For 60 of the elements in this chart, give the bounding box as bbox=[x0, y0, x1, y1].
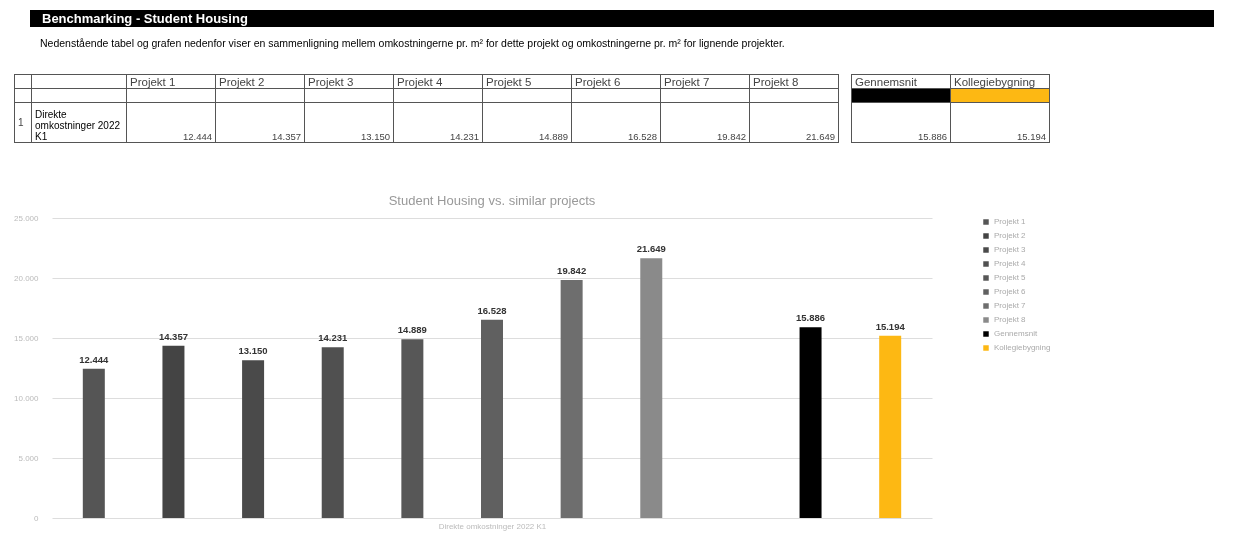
bar bbox=[162, 345, 185, 518]
bar bbox=[879, 335, 902, 518]
text: Nedenstående tabel og grafen nedenfor viser en sammenligning mellem omkostningerne pr. m² for dette projekt og omkostningerne pr. m² for lignende projekter. bbox=[40, 37, 786, 49]
chart-title: Student Housing vs. similar projects bbox=[388, 193, 596, 208]
text: Benchmarking - Student Housing bbox=[30, 10, 1214, 27]
text: Projekt 5 bbox=[486, 75, 532, 88]
text: Projekt 4 bbox=[397, 75, 443, 88]
data-label: 15.886 bbox=[796, 312, 826, 324]
text: 21.649 bbox=[805, 131, 835, 142]
text: 1 bbox=[14, 102, 32, 143]
data-label: 14.889 bbox=[397, 324, 427, 336]
text: Direkte omkostninger 2022 K1 bbox=[35, 109, 121, 142]
y-tick-label: 15.000 bbox=[14, 333, 40, 343]
y-tick-label: 5.000 bbox=[18, 453, 40, 463]
text: 19.842 bbox=[716, 131, 746, 142]
text: 14.889 bbox=[538, 131, 568, 142]
legend-label: Projekt 6 bbox=[994, 287, 1027, 296]
text: Kollegiebygning bbox=[954, 75, 1036, 88]
data-label: 16.528 bbox=[477, 304, 507, 316]
text: Projekt 2 bbox=[219, 75, 265, 88]
text: Projekt 7 bbox=[664, 75, 710, 88]
text: 16.528 bbox=[627, 131, 657, 142]
data-label: 15.194 bbox=[875, 320, 906, 332]
data-label: 21.649 bbox=[636, 243, 666, 255]
legend-label: Gennemsnit bbox=[994, 329, 1038, 338]
text: 15.194 bbox=[1016, 131, 1046, 142]
data-label: 13.150 bbox=[238, 345, 268, 357]
text: 14.231 bbox=[449, 131, 479, 142]
text: Projekt 3 bbox=[308, 75, 354, 88]
data-label: 12.444 bbox=[79, 353, 110, 365]
text: 13.150 bbox=[360, 131, 390, 142]
text: Projekt 1 bbox=[130, 75, 176, 88]
data-label: 14.357 bbox=[158, 330, 188, 342]
legend-label: Projekt 1 bbox=[994, 217, 1027, 226]
text: Gennemsnit bbox=[855, 75, 918, 88]
text: 14.357 bbox=[271, 131, 301, 142]
text: Projekt 6 bbox=[575, 75, 621, 88]
x-axis-title: Direkte omkostninger 2022 K1 bbox=[438, 521, 547, 531]
legend-label: Projekt 3 bbox=[994, 245, 1027, 254]
bar bbox=[242, 360, 265, 518]
bar bbox=[401, 339, 424, 518]
legend-label: Projekt 5 bbox=[994, 273, 1027, 282]
data-label: 19.842 bbox=[557, 264, 587, 276]
legend-label: Projekt 7 bbox=[994, 301, 1027, 310]
bar bbox=[640, 258, 663, 518]
bar bbox=[799, 327, 822, 518]
bar bbox=[82, 368, 105, 518]
bar bbox=[560, 279, 583, 518]
y-tick-label: 25.000 bbox=[14, 213, 40, 223]
text: 15.886 bbox=[917, 131, 947, 142]
data-label: 14.231 bbox=[318, 332, 348, 344]
legend-label: Projekt 4 bbox=[994, 259, 1027, 268]
legend-label: Projekt 8 bbox=[994, 315, 1027, 324]
y-tick-label: 10.000 bbox=[14, 393, 40, 403]
bar bbox=[481, 319, 503, 518]
legend-label: Projekt 2 bbox=[994, 231, 1027, 240]
text: 12.444 bbox=[182, 131, 212, 142]
bar bbox=[321, 347, 344, 518]
text: Projekt 8 bbox=[753, 75, 799, 88]
legend-label: Kollegiebygning bbox=[994, 343, 1051, 352]
